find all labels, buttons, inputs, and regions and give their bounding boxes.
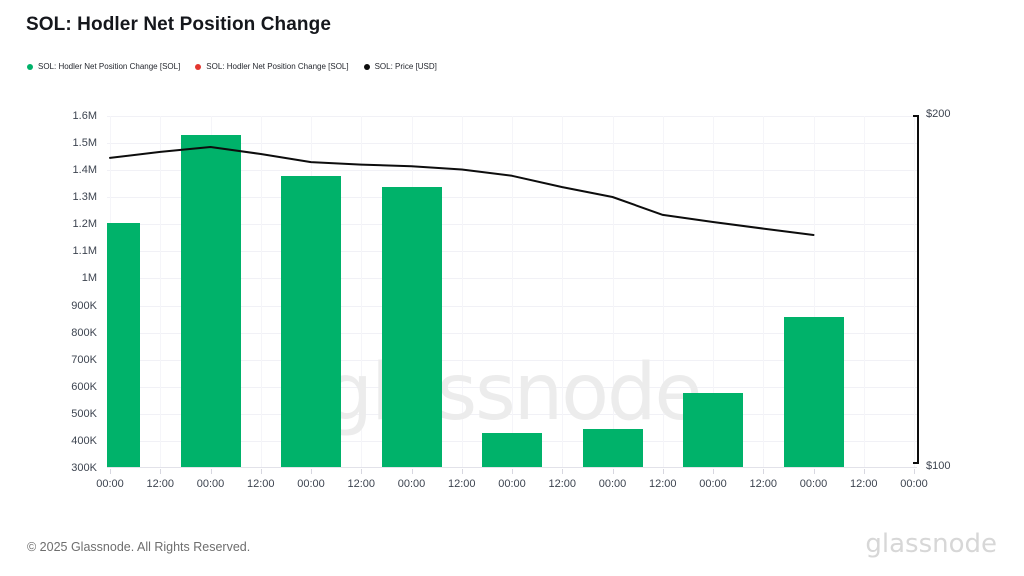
x-axis-tick [813, 469, 815, 474]
vertical-gridline [612, 116, 614, 467]
left-axis-tick-label: 1.2M [72, 218, 97, 231]
x-axis-tick-label: 12:00 [548, 478, 577, 490]
legend-item-hodler-net-position-green[interactable]: SOL: Hodler Net Position Change [SOL] [27, 62, 180, 71]
left-axis-tick-label: 1.1M [72, 245, 97, 258]
x-axis-tick-label: 12:00 [447, 478, 476, 490]
vertical-gridline [160, 116, 162, 467]
left-axis-tick-label: 600K [71, 380, 97, 393]
x-axis-tick [110, 469, 111, 474]
x-axis-tick-label: 00:00 [397, 478, 426, 490]
left-axis-tick-label: 500K [71, 407, 97, 420]
x-axis-tick [562, 469, 564, 474]
x-axis-tick-label: 00:00 [699, 478, 727, 490]
x-axis-tick [662, 469, 664, 474]
price-line-series [109, 146, 815, 236]
right-axis-label-top: $200 [926, 108, 951, 120]
x-axis-tick [863, 469, 865, 474]
x-axis-tick [763, 469, 765, 474]
left-axis-tick-label: 1.6M [72, 110, 97, 122]
vertical-gridline [562, 116, 564, 467]
vertical-gridline [914, 116, 915, 467]
vertical-gridline [763, 116, 765, 467]
x-axis-tick [461, 469, 463, 474]
bar[interactable] [783, 316, 844, 467]
left-axis-tick-label: 300K [71, 462, 97, 474]
x-axis-tick-label: 00:00 [96, 478, 124, 490]
x-axis-tick-label: 12:00 [347, 478, 376, 490]
glassnode-logo: glassnode [865, 529, 997, 559]
x-axis-tick-label: 12:00 [849, 478, 878, 490]
page-title: SOL: Hodler Net Position Change [26, 14, 332, 35]
vertical-gridline [260, 116, 262, 467]
left-axis-tick-label: 1.4M [72, 164, 97, 177]
legend-item-hodler-net-position-red[interactable]: SOL: Hodler Net Position Change [SOL] [195, 62, 349, 71]
x-axis-tick-label: 00:00 [598, 478, 627, 490]
x-axis-tick-label: 12:00 [146, 478, 175, 490]
x-axis-tick [210, 469, 212, 474]
x-axis-tick [713, 469, 714, 474]
legend: SOL: Hodler Net Position Change [SOL] SO… [27, 62, 437, 71]
left-axis-tick-label: 1.3M [72, 191, 97, 204]
left-axis-tick-label: 1.5M [72, 137, 97, 150]
x-axis-tick [260, 469, 262, 474]
x-axis-tick [411, 469, 413, 474]
legend-item-price[interactable]: SOL: Price [USD] [363, 62, 437, 71]
bar[interactable] [107, 223, 140, 467]
left-axis-tick-label: 900K [71, 299, 97, 312]
legend-swatch-green-icon [27, 63, 33, 70]
left-axis-tick-label: 700K [71, 353, 97, 366]
legend-swatch-black-icon [363, 63, 370, 70]
x-axis-tick-label: 00:00 [799, 478, 828, 490]
x-axis-tick-label: 00:00 [498, 478, 526, 490]
right-axis-top-tick [913, 115, 918, 117]
x-axis-tick [361, 469, 363, 474]
x-axis-tick-label: 12:00 [749, 478, 778, 490]
x-axis-tick [914, 469, 915, 474]
x-axis-tick-label: 00:00 [196, 478, 225, 490]
x-axis-tick [311, 469, 312, 474]
bar[interactable] [281, 175, 341, 467]
right-axis-bottom-tick [913, 462, 918, 464]
legend-label: SOL: Hodler Net Position Change [SOL] [38, 62, 181, 71]
legend-label: SOL: Hodler Net Position Change [SOL] [206, 62, 349, 71]
x-axis-tick-label: 00:00 [900, 478, 928, 490]
legend-label: SOL: Price [USD] [374, 62, 437, 71]
copyright-text: © 2025 Glassnode. All Rights Reserved. [27, 540, 251, 554]
left-axis-tick-label: 800K [71, 326, 97, 339]
vertical-gridline [512, 116, 513, 467]
vertical-gridline [863, 116, 865, 467]
left-axis-tick-label: 400K [71, 434, 97, 447]
x-axis-tick [612, 469, 614, 474]
vertical-gridline [813, 116, 815, 467]
x-axis-tick-label: 12:00 [648, 478, 677, 490]
right-axis-line [917, 115, 919, 464]
plot-area[interactable]: glassnode [107, 116, 917, 468]
legend-swatch-red-icon [195, 63, 202, 70]
vertical-gridline [361, 116, 363, 467]
x-axis-tick-label: 12:00 [246, 478, 275, 490]
x-axis-tick [512, 469, 513, 474]
x-axis-tick-label: 00:00 [297, 478, 325, 490]
vertical-gridline [461, 116, 463, 467]
x-axis-tick [160, 469, 162, 474]
right-axis-label-bottom: $100 [926, 460, 951, 472]
left-axis-tick-label: 1M [81, 272, 97, 285]
vertical-gridline [662, 116, 664, 467]
bar[interactable] [683, 392, 743, 467]
vertical-gridline [713, 116, 714, 467]
bar[interactable] [482, 433, 542, 467]
bar[interactable] [180, 135, 241, 467]
bar[interactable] [381, 186, 442, 467]
bar[interactable] [582, 429, 643, 467]
